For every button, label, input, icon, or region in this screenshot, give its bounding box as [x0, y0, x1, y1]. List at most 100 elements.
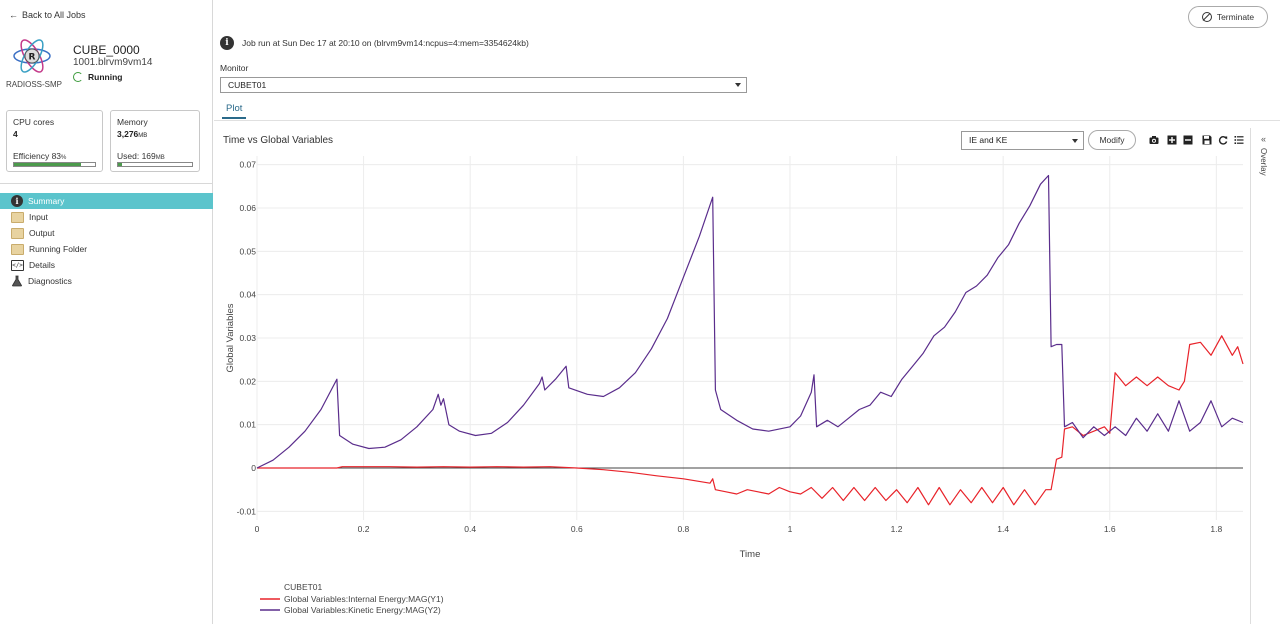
y-tick-label: 0.05 [239, 246, 256, 256]
info-icon: i [11, 195, 23, 207]
tab-divider [214, 120, 1280, 121]
legend-entry: Global Variables:Kinetic Energy:MAG(Y2) [284, 605, 441, 615]
x-tick-label: 1.2 [891, 524, 903, 534]
modify-button[interactable]: Modify [1088, 130, 1136, 150]
memory-value-unit: MB [138, 133, 148, 139]
series-line-1 [257, 335, 1244, 506]
sidebar-item-label: Input [29, 212, 48, 222]
svg-text:R: R [29, 53, 36, 63]
memory-value-number: 3,276 [117, 129, 139, 139]
sidebar-item-label: Diagnostics [28, 276, 72, 286]
x-tick-label: 1.4 [997, 524, 1009, 534]
job-info: i Job run at Sun Dec 17 at 20:10 on (blr… [220, 36, 529, 50]
monitor-select[interactable]: CUBET01 [220, 77, 747, 93]
legend-title: CUBET01 [284, 582, 323, 592]
chevron-down-icon [735, 83, 741, 87]
sidebar-item-label: Summary [28, 196, 65, 206]
memory-used-unit: MB [155, 155, 165, 161]
sidebar-item-output[interactable]: Output [0, 225, 213, 241]
y-tick-label: 0.07 [239, 160, 256, 170]
cpu-value: 4 [13, 129, 18, 139]
sidebar-nav: i Summary Input Output Running Folder </… [0, 193, 213, 289]
series-select[interactable]: IE and KE [961, 131, 1084, 150]
x-tick-label: 0.4 [464, 524, 476, 534]
x-tick-label: 1.6 [1104, 524, 1116, 534]
camera-icon[interactable] [1149, 135, 1159, 145]
running-spinner-icon [73, 72, 83, 82]
plot-panel: 0 0.2 0.4 0.6 0.8 1 1.2 1.4 1.6 1.8 -0.01 0 0.01 0.02… [214, 128, 1250, 624]
chart-title: Time vs Global Variables [223, 135, 334, 146]
job-title: CUBE_0000 [73, 43, 140, 57]
x-axis-label: Time [740, 549, 761, 560]
app-name: RADIOSS-SMP [6, 80, 63, 89]
sidebar-item-running-folder[interactable]: Running Folder [0, 241, 213, 257]
zoom-in-icon[interactable] [1167, 135, 1177, 145]
legend-entry: Global Variables:Internal Energy:MAG(Y1) [284, 594, 444, 604]
memory-label: Memory [117, 117, 148, 127]
efficiency-unit: % [61, 155, 67, 161]
y-tick-label: 0.04 [239, 290, 256, 300]
sidebar-item-details[interactable]: </> Details [0, 257, 213, 273]
radioss-logo-icon: R [13, 39, 51, 73]
memory-card: Memory 3,276MB Used: 169MB [110, 110, 200, 172]
reset-icon[interactable] [1218, 135, 1228, 145]
cpu-label: CPU cores [13, 117, 55, 127]
sidebar-item-summary[interactable]: i Summary [0, 193, 213, 209]
y-tick-label: 0.01 [239, 420, 256, 430]
efficiency-label: Efficiency 83 [13, 151, 62, 161]
sidebar-item-input[interactable]: Input [0, 209, 213, 225]
status-label: Running [88, 72, 123, 82]
monitor-select-value: CUBET01 [228, 80, 267, 90]
flask-icon [12, 275, 22, 287]
y-tick-label: -0.01 [237, 506, 257, 516]
sidebar-item-label: Running Folder [29, 244, 88, 254]
overlay-toggle[interactable]: Overlay [1259, 148, 1268, 176]
x-tick-label: 1.8 [1210, 524, 1222, 534]
y-tick-label: 0.02 [239, 376, 256, 386]
x-tick-label: 1 [788, 524, 793, 534]
efficiency-text: Efficiency 83% [13, 151, 66, 161]
terminate-button[interactable]: Terminate [1188, 6, 1268, 28]
sidebar-item-diagnostics[interactable]: Diagnostics [0, 273, 213, 289]
chevron-down-icon [1072, 139, 1078, 143]
chart-legend: CUBET01 Global Variables:Internal Energy:… [260, 582, 444, 615]
tab-plot[interactable]: Plot [222, 103, 247, 119]
memory-bar-fill [118, 163, 122, 166]
zoom-out-icon[interactable] [1183, 135, 1193, 145]
memory-value: 3,276MB [117, 129, 193, 139]
folder-icon [11, 227, 24, 239]
code-icon: </> [11, 259, 24, 271]
sidebar-divider [0, 183, 213, 184]
sidebar: ← Back to All Jobs R RADIOSS-SMP CUBE_00… [0, 0, 213, 624]
efficiency-bar [13, 162, 96, 167]
memory-used-label: Used: 169 [117, 151, 156, 161]
y-axis-label: Global Variables [225, 303, 236, 372]
monitor-label: Monitor [220, 63, 249, 73]
folder-icon [11, 243, 24, 255]
sidebar-item-label: Output [29, 228, 55, 238]
main-panel: Terminate i Job run at Sun Dec 17 at 20:… [214, 0, 1280, 624]
folder-icon [11, 211, 24, 223]
back-to-jobs-link[interactable]: ← Back to All Jobs [9, 10, 86, 20]
list-icon[interactable] [1234, 135, 1244, 145]
y-tick-label: 0.03 [239, 333, 256, 343]
efficiency-bar-fill [14, 163, 82, 166]
x-tick-label: 0 [255, 524, 260, 534]
cpu-card: CPU cores 4 Efficiency 83% [6, 110, 103, 172]
prohibit-icon [1201, 12, 1212, 22]
series-select-value: IE and KE [969, 135, 1008, 145]
x-tick-label: 0.8 [677, 524, 689, 534]
x-tick-label: 0.2 [358, 524, 370, 534]
series-line-2 [256, 174, 1244, 469]
terminate-label: Terminate [1216, 12, 1255, 22]
back-link-label: Back to All Jobs [22, 10, 86, 20]
sidebar-item-label: Details [29, 260, 55, 270]
save-icon[interactable] [1202, 135, 1212, 145]
line-chart: 0 0.2 0.4 0.6 0.8 1 1.2 1.4 1.6 1.8 -0.01 0 0.01 0.02… [225, 156, 1244, 615]
x-tick-label: 0.6 [571, 524, 583, 534]
memory-bar [117, 162, 193, 167]
job-host: 1001.blrvm9vm14 [73, 57, 153, 68]
double-chevron-left-icon[interactable]: « [1261, 134, 1267, 144]
info-icon: i [220, 36, 234, 50]
job-info-text: Job run at Sun Dec 17 at 20:10 on (blrvm… [242, 38, 529, 48]
